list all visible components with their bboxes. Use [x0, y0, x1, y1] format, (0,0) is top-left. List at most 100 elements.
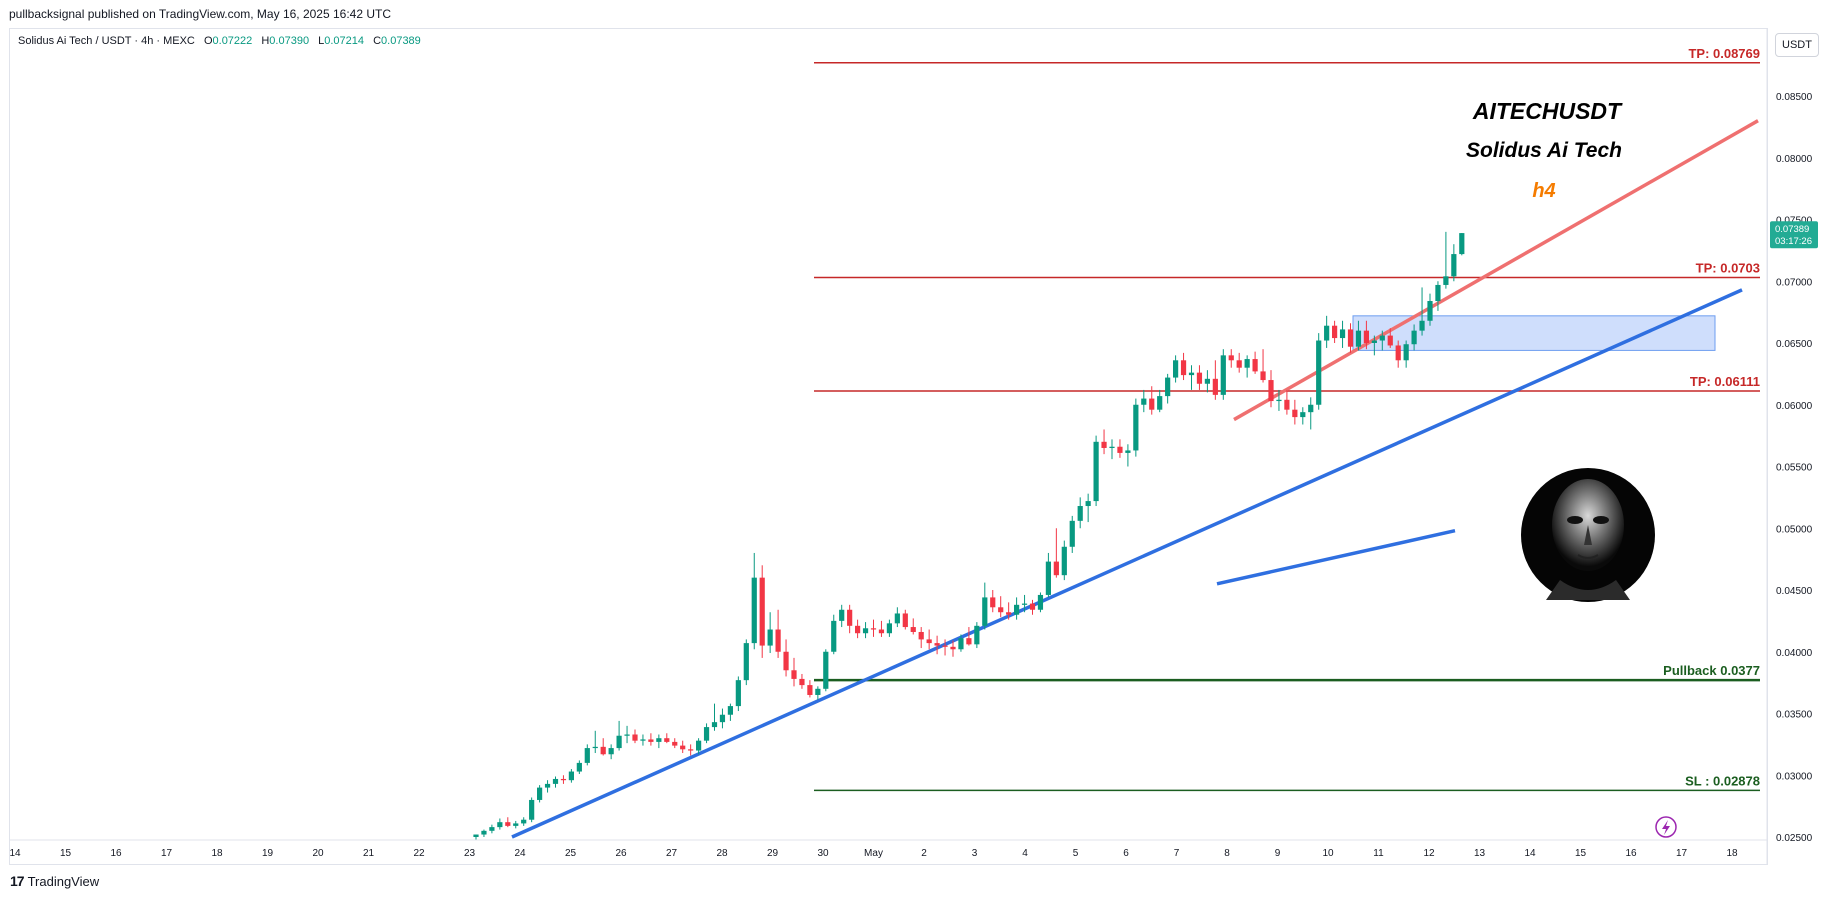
- candle[interactable]: [751, 552, 757, 650]
- candle[interactable]: [513, 820, 519, 829]
- candle[interactable]: [719, 708, 726, 729]
- candle[interactable]: [1300, 407, 1306, 425]
- candle[interactable]: [855, 619, 861, 639]
- candle[interactable]: [807, 680, 813, 698]
- candle[interactable]: [1276, 389, 1282, 411]
- legend-symbol[interactable]: Solidus Ai Tech / USDT · 4h · MEXC: [18, 35, 195, 47]
- candle[interactable]: [966, 627, 972, 646]
- candle[interactable]: [974, 622, 980, 649]
- candle[interactable]: [1284, 389, 1290, 415]
- candle[interactable]: [1371, 335, 1377, 356]
- candle[interactable]: [1069, 515, 1075, 553]
- candle[interactable]: [870, 619, 877, 637]
- candle[interactable]: [1117, 439, 1123, 458]
- candle[interactable]: [688, 744, 694, 756]
- candle[interactable]: [775, 609, 781, 658]
- candle[interactable]: [1451, 244, 1457, 282]
- candle[interactable]: [1165, 373, 1171, 404]
- candle[interactable]: [1332, 320, 1338, 343]
- candle[interactable]: [1355, 320, 1362, 351]
- candle[interactable]: [1363, 320, 1369, 350]
- candle[interactable]: [1292, 399, 1298, 425]
- currency-unit-button[interactable]: USDT: [1775, 33, 1819, 57]
- candle[interactable]: [544, 780, 551, 793]
- candle[interactable]: [823, 649, 829, 692]
- candle[interactable]: [926, 629, 932, 650]
- resistance-trendline[interactable]: [1233, 119, 1759, 422]
- support-trendline[interactable]: [511, 288, 1743, 839]
- candle[interactable]: [1252, 351, 1258, 374]
- candle[interactable]: [1419, 287, 1425, 336]
- candle[interactable]: [1260, 349, 1266, 383]
- candle[interactable]: [711, 703, 718, 731]
- lightning-icon[interactable]: [1655, 816, 1677, 838]
- candle[interactable]: [998, 596, 1004, 618]
- candle[interactable]: [815, 686, 821, 700]
- candle[interactable]: [552, 776, 559, 788]
- candle[interactable]: [521, 817, 527, 826]
- candle[interactable]: [958, 634, 964, 652]
- candle[interactable]: [1133, 398, 1139, 457]
- candle[interactable]: [791, 657, 797, 687]
- candle[interactable]: [584, 744, 590, 766]
- candle[interactable]: [910, 618, 916, 635]
- candle[interactable]: [1220, 349, 1226, 400]
- candle[interactable]: [1236, 352, 1242, 373]
- candle[interactable]: [1228, 349, 1234, 368]
- candle[interactable]: [1379, 330, 1385, 351]
- candle[interactable]: [648, 733, 654, 746]
- candle[interactable]: [1180, 352, 1187, 381]
- candle[interactable]: [1149, 386, 1155, 415]
- candle[interactable]: [894, 607, 900, 628]
- candle[interactable]: [672, 738, 678, 749]
- candle[interactable]: [1006, 602, 1012, 620]
- candle[interactable]: [1101, 429, 1107, 455]
- candle[interactable]: [886, 619, 892, 637]
- candle[interactable]: [481, 829, 487, 837]
- candle[interactable]: [664, 733, 670, 744]
- candle[interactable]: [473, 834, 479, 840]
- candle[interactable]: [616, 720, 622, 751]
- candle[interactable]: [1435, 281, 1441, 311]
- candle[interactable]: [1045, 552, 1051, 598]
- candle[interactable]: [537, 785, 543, 803]
- candle[interactable]: [600, 738, 606, 756]
- candle[interactable]: [1029, 599, 1036, 615]
- candle[interactable]: [529, 797, 535, 823]
- candle[interactable]: [624, 725, 630, 744]
- candle[interactable]: [1053, 528, 1059, 578]
- candle[interactable]: [1037, 592, 1044, 613]
- candle[interactable]: [767, 612, 773, 653]
- candle[interactable]: [1014, 597, 1020, 620]
- candle[interactable]: [982, 582, 988, 630]
- candle[interactable]: [847, 604, 853, 634]
- candle[interactable]: [1268, 370, 1274, 408]
- candle[interactable]: [656, 734, 662, 749]
- candle[interactable]: [942, 639, 948, 656]
- candle[interactable]: [560, 775, 567, 784]
- candle[interactable]: [1021, 594, 1028, 613]
- candle[interactable]: [990, 590, 996, 613]
- candle[interactable]: [727, 703, 733, 721]
- candle[interactable]: [1173, 355, 1179, 383]
- candle[interactable]: [1316, 333, 1322, 410]
- candle[interactable]: [862, 622, 869, 639]
- candle[interactable]: [489, 824, 495, 834]
- candle[interactable]: [1109, 439, 1115, 460]
- candle[interactable]: [1387, 328, 1393, 348]
- candle[interactable]: [1061, 540, 1067, 581]
- candle[interactable]: [1157, 389, 1163, 413]
- candle[interactable]: [743, 639, 749, 686]
- candle[interactable]: [950, 640, 956, 657]
- candle[interactable]: [1403, 340, 1409, 368]
- candle[interactable]: [1427, 293, 1433, 326]
- candle[interactable]: [918, 627, 924, 649]
- candle[interactable]: [576, 760, 582, 775]
- candle[interactable]: [878, 620, 885, 637]
- candle[interactable]: [568, 769, 574, 783]
- candle[interactable]: [1339, 320, 1346, 348]
- candle[interactable]: [1324, 315, 1330, 348]
- candle[interactable]: [1204, 370, 1210, 393]
- candle[interactable]: [1395, 340, 1401, 368]
- candle[interactable]: [759, 565, 765, 658]
